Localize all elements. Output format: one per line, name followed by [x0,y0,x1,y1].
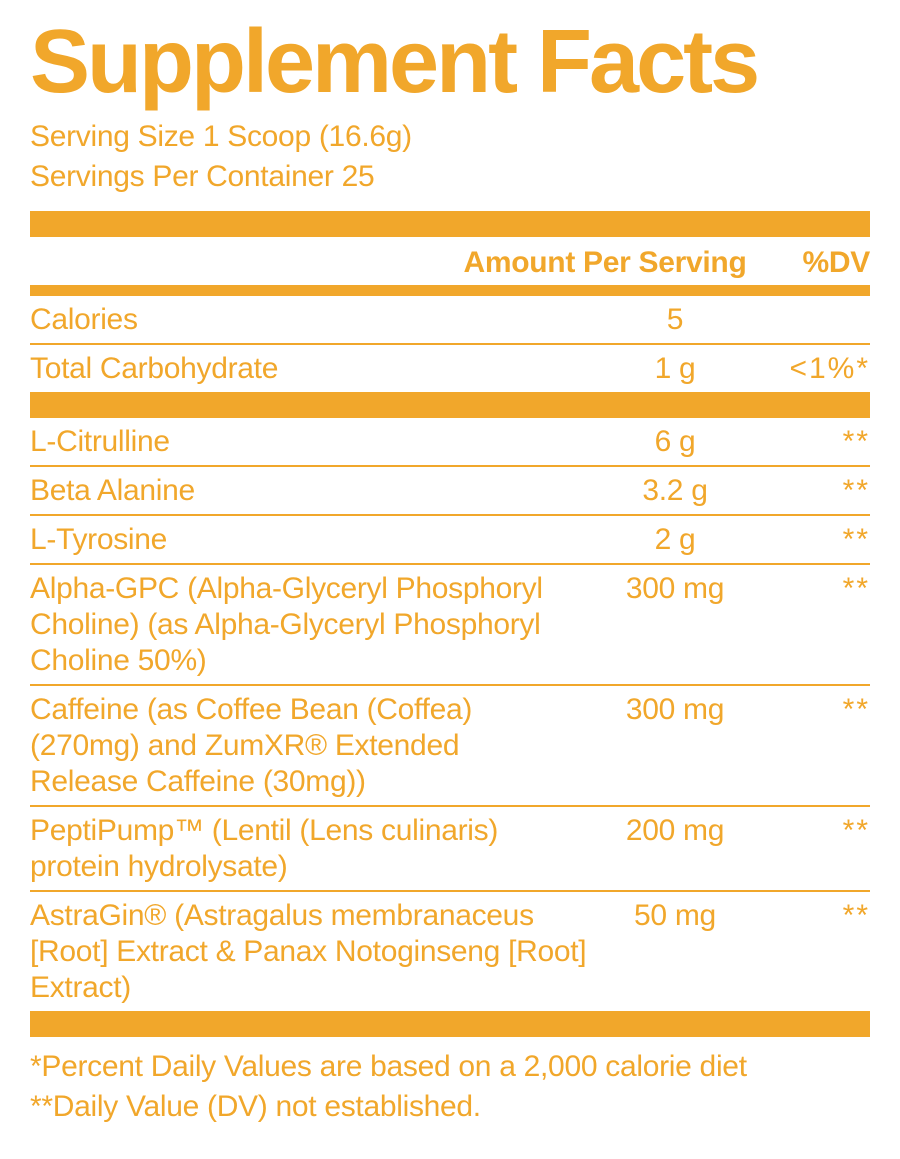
nutrient-name-line: [Root] Extract & Panax Notoginseng [Root… [30,934,587,968]
nutrient-name: L-Citrulline [30,424,590,460]
ingredients-section: L-Citrulline 6 g ** Beta Alanine 3.2 g *… [30,418,870,1011]
nutrient-name-line: (270mg) and ZumXR® Extended [30,728,460,762]
amount-value: 6 g [654,424,696,458]
table-row-alpha-gpc: Alpha-GPC (Alpha-Glyceryl Phosphoryl Cho… [30,562,870,684]
amount-value: 200 mg [625,813,725,847]
table-row-peptipump: PeptiPump™ (Lentil (Lens culinaris) prot… [30,804,870,890]
header-divider-bar [30,284,870,296]
nutrient-name-line: Alpha-GPC (Alpha-Glyceryl Phosphoryl [30,571,543,605]
nutrient-name-line: L-Tyrosine [30,522,168,556]
nutrient-name: Calories [30,302,590,338]
dv-value: ** [842,813,870,847]
percent-dv-header: %DV [802,245,871,279]
table-row-calories: Calories 5 [30,296,870,343]
amount-per-serving-header: Amount Per Serving [463,245,747,279]
amount-value: 50 mg [634,898,716,932]
nutrient-name-line: Extract) [30,970,131,1004]
dv-value: ** [842,522,870,556]
nutrient-name-line: Choline 50%) [30,643,207,677]
table-row-l-citrulline: L-Citrulline 6 g ** [30,418,870,465]
nutrient-name-line: Calories [30,302,138,336]
table-header-row: Amount Per Serving %DV [30,237,871,285]
footnotes: *Percent Daily Values are based on a 2,0… [30,1047,870,1127]
serving-size-text: Serving Size 1 Scoop (16.6g) [30,119,412,153]
nutrient-name-line: AstraGin® (Astragalus membranaceus [30,898,534,932]
amount-value: 300 mg [625,571,725,605]
footnote-percent-dv: *Percent Daily Values are based on a 2,0… [30,1049,747,1083]
nutrient-name: AstraGin® (Astragalus membranaceus [Root… [30,898,590,1006]
nutrient-name-line: PeptiPump™ (Lentil (Lens culinaris) [30,813,499,847]
page-title: Supplement Facts [30,12,760,112]
nutrient-name: Total Carbohydrate [30,351,590,387]
table-row-total-carbohydrate: Total Carbohydrate 1 g <1%* [30,342,870,392]
dv-value: ** [842,898,870,932]
nutrient-name-line: Choline) (as Alpha-Glyceryl Phosphoryl [30,607,541,641]
table-row-caffeine: Caffeine (as Coffee Bean (Coffea) (270mg… [30,683,870,805]
dv-value: ** [842,424,870,458]
table-row-beta-alanine: Beta Alanine 3.2 g ** [30,464,870,514]
dv-value: <1%* [789,351,870,385]
nutrient-name: Caffeine (as Coffee Bean (Coffea) (270mg… [30,692,590,800]
amount-value: 2 g [654,522,696,556]
thick-divider-bar [30,391,870,418]
nutrient-name-line: protein hydrolysate) [30,849,288,883]
dv-value: ** [842,692,870,726]
supplement-facts-label: Supplement Facts Serving Size 1 Scoop (1… [30,12,871,1127]
nutrient-name: PeptiPump™ (Lentil (Lens culinaris) prot… [30,813,590,885]
thick-divider-bar [30,1010,870,1037]
nutrient-name: L-Tyrosine [30,522,590,558]
nutrient-name-line: Total Carbohydrate [30,351,279,385]
serving-info: Serving Size 1 Scoop (16.6g) Servings Pe… [30,117,870,197]
amount-value: 1 g [654,351,696,385]
nutrient-name: Beta Alanine [30,473,590,509]
nutrient-name: Alpha-GPC (Alpha-Glyceryl Phosphoryl Cho… [30,571,590,679]
dv-value: ** [842,571,870,605]
dv-value: ** [842,473,870,507]
amount-value: 3.2 g [642,473,708,507]
footnote-dv-not-established: **Daily Value (DV) not established. [30,1089,481,1123]
nutrient-name-line: Beta Alanine [30,473,195,507]
macros-section: Calories 5 Total Carbohydrate 1 g <1%* [30,296,870,392]
table-row-astragin: AstraGin® (Astragalus membranaceus [Root… [30,889,870,1011]
amount-value: 5 [666,302,684,336]
servings-per-container-text: Servings Per Container 25 [30,159,375,193]
nutrient-name-line: Caffeine (as Coffee Bean (Coffea) [30,692,473,726]
nutrient-name-line: Release Caffeine (30mg)) [30,764,366,798]
amount-value: 300 mg [625,692,725,726]
nutrient-name-line: L-Citrulline [30,424,170,458]
table-row-l-tyrosine: L-Tyrosine 2 g ** [30,513,870,563]
thick-divider-bar [30,210,870,237]
